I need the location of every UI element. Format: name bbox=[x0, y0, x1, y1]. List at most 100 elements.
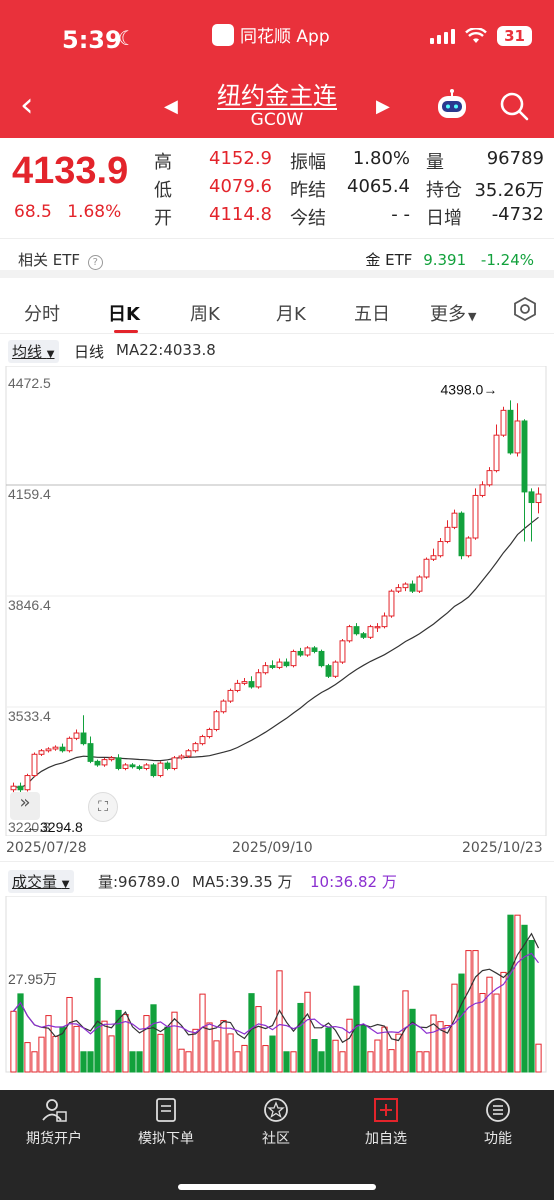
price-axis-label: 3533.4 bbox=[8, 708, 51, 724]
help-icon[interactable]: ? bbox=[87, 255, 103, 270]
candlestick-chart[interactable]: 4472.5 4159.4 3846.4 3533.4 3220.3 4398.0→ ←32… bbox=[0, 366, 554, 836]
candle bbox=[241, 681, 248, 684]
volume-indicator-row: 成交量 ▼ 量:96789.0 MA5:39.35 万 10:36.82 万 bbox=[0, 866, 554, 896]
volume-bar bbox=[304, 991, 311, 1073]
volume-bar bbox=[157, 1033, 164, 1073]
volume-bar bbox=[115, 1009, 122, 1073]
settings-icon[interactable] bbox=[512, 296, 538, 322]
kline-period: 日线 bbox=[74, 343, 105, 361]
volume-bar bbox=[199, 993, 206, 1073]
open-interest-value: 35.26万 bbox=[474, 180, 544, 201]
tab-weekly-k[interactable]: 周K bbox=[190, 304, 220, 325]
volume-bar bbox=[514, 914, 521, 1073]
nav-simulated-order-label: 模拟下单 bbox=[138, 1131, 194, 1147]
candle bbox=[157, 762, 164, 777]
candle bbox=[339, 640, 346, 663]
ma22-line bbox=[13, 516, 539, 789]
date-axis: 2025/07/28 2025/09/10 2025/10/23 bbox=[0, 838, 554, 862]
ma-selector[interactable]: 均线 ▼ bbox=[8, 340, 59, 363]
candle bbox=[234, 682, 241, 691]
candle bbox=[486, 470, 493, 486]
high-value: 4152.9 bbox=[209, 148, 272, 169]
nav-add-watchlist[interactable]: 加自选 bbox=[336, 1096, 436, 1148]
ma-selector-label: 均线 bbox=[12, 343, 43, 361]
contract-code: GC0W bbox=[250, 110, 304, 130]
person-card-icon bbox=[42, 1099, 67, 1122]
search-icon[interactable] bbox=[498, 90, 530, 122]
volume-bar bbox=[367, 1051, 374, 1073]
nav-simulated-order[interactable]: 模拟下单 bbox=[116, 1096, 216, 1148]
price-axis-label: 4159.4 bbox=[8, 486, 51, 502]
today-settle-label: 今结 bbox=[290, 208, 326, 229]
candle bbox=[353, 626, 360, 635]
volume-label: 量 bbox=[426, 152, 444, 173]
etf-name: 金 ETF bbox=[365, 251, 413, 269]
quote-panel: 4133.9 68.5 1.68% 高 4152.9 振幅 1.80% 量 96… bbox=[0, 138, 554, 238]
caret-down-icon: ▼ bbox=[61, 879, 70, 890]
tab-intraday[interactable]: 分时 bbox=[24, 304, 60, 325]
menu-circle-icon bbox=[486, 1098, 510, 1122]
volume-bar bbox=[290, 1051, 297, 1073]
volume-chart[interactable]: 27.95万 bbox=[0, 896, 554, 1074]
candle bbox=[262, 665, 269, 674]
related-etf-text: 相关 ETF bbox=[18, 251, 81, 269]
nav-functions[interactable]: 功能 bbox=[448, 1096, 548, 1148]
candle bbox=[409, 583, 416, 592]
community-star-icon bbox=[264, 1098, 288, 1122]
candle bbox=[94, 760, 101, 766]
candle bbox=[304, 647, 311, 656]
candle bbox=[248, 681, 255, 688]
related-etf-row[interactable]: 相关 ETF ? 金 ETF 9.391 -1.24% bbox=[0, 238, 554, 278]
volume-bar bbox=[339, 1051, 346, 1073]
volume-bar bbox=[346, 1018, 353, 1073]
tab-more[interactable]: 更多 ▼ bbox=[430, 300, 476, 326]
volume-bar bbox=[10, 1010, 17, 1073]
etf-value: 9.391 bbox=[423, 251, 467, 269]
candle bbox=[325, 665, 332, 677]
volume-bar bbox=[38, 1036, 45, 1073]
candle bbox=[150, 764, 157, 777]
candle bbox=[24, 775, 31, 791]
page-title[interactable]: 纽约金主连 bbox=[217, 82, 337, 110]
volume-selector[interactable]: 成交量 ▼ bbox=[8, 870, 74, 893]
prev-settle-label: 昨结 bbox=[290, 180, 326, 201]
fullscreen-button[interactable]: ⛶ bbox=[88, 792, 118, 822]
candle bbox=[171, 757, 178, 769]
volume-bar bbox=[507, 914, 514, 1073]
tab-daily-k[interactable]: 日K bbox=[108, 304, 140, 325]
assistant-robot-icon[interactable] bbox=[434, 88, 470, 124]
volume-bar bbox=[52, 1035, 59, 1073]
date-mid: 2025/09/10 bbox=[232, 840, 313, 856]
candle bbox=[472, 494, 479, 539]
volume-bar bbox=[31, 1051, 38, 1073]
volume-ma5-text: MA5:39.35 万 bbox=[192, 873, 293, 891]
tab-five-day[interactable]: 五日 bbox=[354, 304, 390, 325]
candle bbox=[346, 626, 353, 642]
candle bbox=[444, 526, 451, 543]
scroll-left-button[interactable]: » bbox=[10, 792, 40, 820]
candle bbox=[220, 700, 227, 713]
volume-bar bbox=[521, 924, 528, 1073]
volume-bar bbox=[283, 1051, 290, 1073]
volume-bar bbox=[374, 1039, 381, 1073]
nav-account-open[interactable]: 期货开户 bbox=[4, 1096, 104, 1148]
candle bbox=[528, 491, 535, 504]
candle bbox=[290, 650, 297, 667]
date-start: 2025/07/28 bbox=[6, 840, 87, 856]
nav-community[interactable]: 社区 bbox=[226, 1096, 326, 1148]
max-price-marker: 4398.0→ bbox=[441, 381, 498, 397]
candle bbox=[437, 541, 444, 557]
volume-bar bbox=[227, 1033, 234, 1073]
back-button[interactable]: ‹ bbox=[20, 85, 34, 125]
volume-bar bbox=[451, 983, 458, 1073]
high-label: 高 bbox=[154, 152, 172, 173]
volume-bar bbox=[325, 1027, 332, 1073]
prev-contract-button[interactable]: ◀ bbox=[164, 96, 178, 117]
volume-bar bbox=[360, 1024, 367, 1073]
volume-bar bbox=[465, 950, 472, 1073]
low-value: 4079.6 bbox=[209, 176, 272, 197]
next-contract-button[interactable]: ▶ bbox=[376, 96, 390, 117]
volume-bar bbox=[311, 1039, 318, 1073]
status-app-indicator[interactable]: 同花顺 App bbox=[212, 22, 330, 47]
tab-monthly-k[interactable]: 月K bbox=[276, 304, 306, 325]
